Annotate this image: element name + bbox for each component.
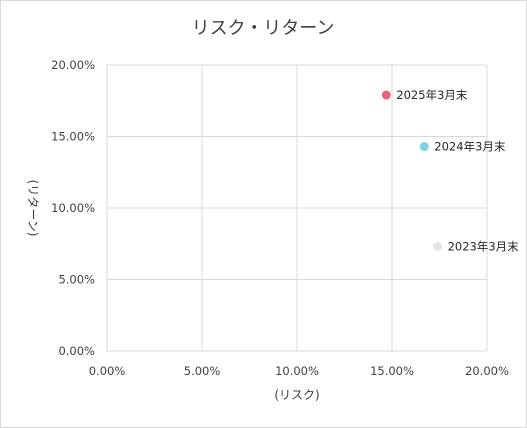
data-point: [419, 142, 429, 152]
x-tick-label: 10.00%: [275, 364, 319, 378]
x-axis-ticks: 0.00% 5.00% 10.00% 15.00% 20.00%: [89, 364, 509, 378]
data-labels: 2025年3月末 2024年3月末 2023年3月末: [396, 88, 519, 254]
y-tick-label: 10.00%: [51, 201, 95, 215]
data-label: 2024年3月末: [434, 140, 506, 154]
chart-title: リスク・リターン: [192, 18, 335, 39]
data-point: [381, 90, 391, 100]
y-tick-label: 0.00%: [58, 344, 95, 358]
x-tick-label: 0.00%: [89, 364, 126, 378]
y-axis-ticks: 0.00% 5.00% 10.00% 15.00% 20.00%: [51, 58, 95, 358]
y-tick-label: 15.00%: [51, 130, 95, 144]
y-tick-label: 5.00%: [58, 273, 95, 287]
x-axis-title: (リスク): [274, 388, 319, 402]
x-tick-label: 15.00%: [370, 364, 414, 378]
y-tick-label: 20.00%: [51, 58, 95, 72]
x-tick-label: 5.00%: [184, 364, 221, 378]
data-points: [381, 90, 443, 252]
data-label: 2025年3月末: [396, 88, 468, 102]
data-point: [433, 242, 443, 252]
y-axis-title: (リターン): [26, 180, 40, 237]
data-label: 2023年3月末: [448, 240, 520, 254]
x-tick-label: 20.00%: [465, 364, 509, 378]
gridlines: [106, 64, 488, 352]
